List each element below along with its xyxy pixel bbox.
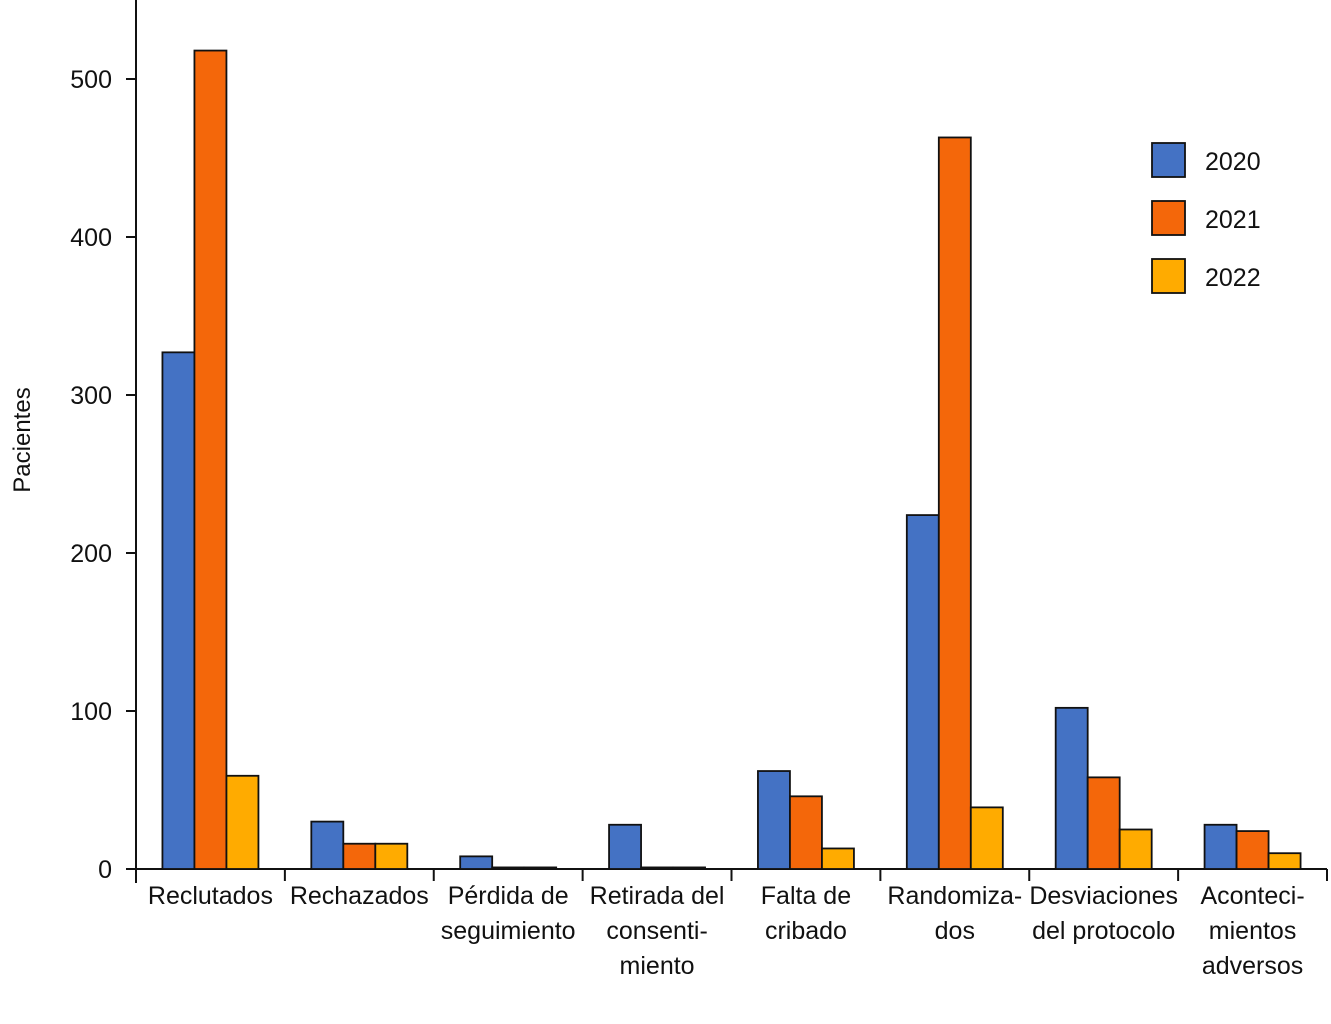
x-category-label: Falta de cribado [761,882,851,945]
y-tick-label: 100 [70,698,112,726]
bar-2020 [757,770,791,870]
x-category-label-line: Randomiza- [887,882,1022,910]
bar-2020 [310,820,345,870]
bar-2020 [905,514,940,870]
x-category-label: Rechazados [290,882,429,910]
x-category-label-line: Rechazados [290,882,429,910]
bar-2022 [523,866,558,870]
bar-2021 [937,136,972,870]
bar-2021 [1235,830,1270,870]
x-category-label-line: Aconteci- [1200,882,1304,910]
bar-2021 [789,795,823,870]
bar-2020 [1054,706,1089,870]
bar-2022 [672,866,706,870]
legend-label-2020: 2020 [1205,148,1261,176]
legend: 2020 2021 2022 [1151,142,1261,294]
bar-2022 [374,842,409,870]
x-category-label: Randomiza-dos [887,882,1022,945]
bars [161,49,1302,870]
bar-2022 [969,806,1004,870]
bar-2021 [491,866,526,870]
y-tick-label: 200 [70,540,112,568]
bar-2020 [161,351,196,870]
x-category-label: Aconteci-mientos adversos [1200,882,1304,980]
bar-2020 [608,823,642,870]
bar-2022 [1118,828,1153,870]
bar-2021 [342,842,377,870]
bar-2022 [821,847,855,870]
x-category-label-line: Retirada del [590,882,725,910]
x-category-label-line: miento [620,952,695,980]
bar-2021 [1086,776,1121,870]
x-category-label-line: Desviaciones [1029,882,1178,910]
x-category-label-line: Reclutados [148,882,273,910]
bar-2022 [1267,852,1302,870]
y-axis-title: Pacientes [9,387,36,492]
x-category-label-line: adversos [1202,952,1303,980]
x-category-label-line: Falta de [761,882,851,910]
legend-label-2022: 2022 [1205,264,1261,292]
x-category-label-line: del protocolo [1032,917,1175,945]
x-category-label-line: cribado [765,917,847,945]
legend-label-2021: 2021 [1205,206,1261,234]
x-category-label: Pérdida de seguimiento [441,882,576,945]
legend-swatch-2021 [1151,200,1186,236]
bar-2020 [1203,823,1238,870]
x-category-label-line: Pérdida de [448,882,569,910]
y-tick-label: 0 [98,856,112,884]
x-category-label-line: seguimiento [441,917,576,945]
y-tick-label: 300 [70,382,112,410]
bar-2020 [459,855,494,870]
y-tick-label: 400 [70,224,112,252]
x-axis: Reclutados Rechazados Pérdida de seguimient… [135,868,1328,980]
bar-2021 [640,866,674,870]
bar-2021 [193,49,228,870]
bar-2022 [225,774,260,870]
x-category-label-line: dos [935,917,975,945]
y-tick-label: 500 [70,66,112,94]
legend-swatch-2022 [1151,258,1186,294]
x-category-label: Reclutados [148,882,273,910]
legend-swatch-2020 [1151,142,1186,178]
x-category-label: Retirada del consenti-miento [590,882,725,980]
x-category-label-line: mientos [1209,917,1297,945]
x-category-label-line: consenti- [606,917,707,945]
y-axis: 0 100 200 300 400 500 [70,0,137,884]
x-category-label: Desviaciones del protocolo [1029,882,1178,945]
